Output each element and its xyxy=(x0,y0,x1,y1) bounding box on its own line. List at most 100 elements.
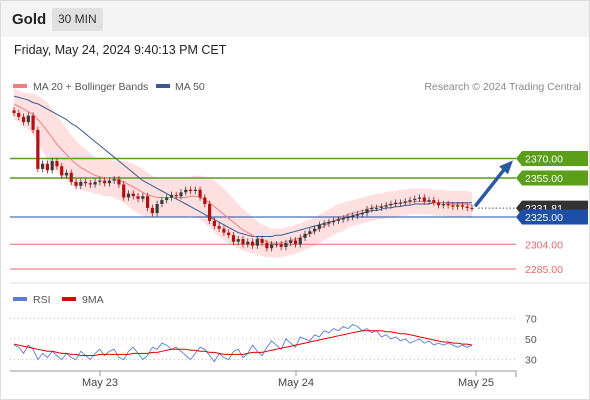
legend-label-ma20: MA 20 + Bollinger Bands xyxy=(33,81,148,93)
candle-body xyxy=(88,183,92,185)
timeframe-badge[interactable]: 30 MIN xyxy=(52,8,103,31)
candle-body xyxy=(208,204,212,221)
legend-swatch-ma50 xyxy=(156,84,170,88)
forecast-arrow-shaft xyxy=(474,166,507,207)
candle-body xyxy=(284,243,288,247)
candle-body xyxy=(465,206,469,208)
x-tick-label-1: May 24 xyxy=(278,377,314,389)
level-label-3: 2325.00 xyxy=(525,212,563,224)
candle-body xyxy=(184,189,188,193)
candle-body xyxy=(279,244,283,247)
chart-datetime: Friday, May 24, 2024 9:40:13 PM CET xyxy=(14,43,227,57)
candle-body xyxy=(351,215,355,217)
candle-body xyxy=(69,172,73,182)
candle-body xyxy=(55,161,59,167)
candle-body xyxy=(79,181,83,186)
level-label-4: 2304.00 xyxy=(525,239,563,251)
candle-body xyxy=(222,228,226,233)
candle-body xyxy=(50,161,54,171)
candle-body xyxy=(341,218,345,220)
candle-body xyxy=(322,223,326,225)
candle-body xyxy=(45,163,49,171)
candle-body xyxy=(379,206,383,208)
forecast-arrow xyxy=(474,160,513,207)
x-axis: May 23 May 24 May 25 xyxy=(82,371,494,389)
candle-body xyxy=(370,207,374,210)
candle-body xyxy=(122,184,126,198)
candle-body xyxy=(360,213,364,215)
candle-body xyxy=(422,197,426,202)
candle-body xyxy=(41,163,45,169)
legend-rsi: RSI 9MA xyxy=(13,294,104,306)
candle-body xyxy=(179,192,183,197)
candle-body xyxy=(470,207,474,209)
candle-body xyxy=(169,194,174,198)
candle-body xyxy=(227,232,231,236)
candle-body xyxy=(332,220,336,223)
candle-body xyxy=(231,235,236,242)
rsi-panel: 70 50 30 xyxy=(10,313,537,367)
level-labels: 2370.002355.002331.812325.002304.002285.… xyxy=(516,151,588,276)
candle-body xyxy=(141,196,145,199)
level-label-bg-1 xyxy=(516,170,588,186)
candle-body xyxy=(427,200,431,202)
candle-body xyxy=(303,233,307,238)
candle-body xyxy=(74,181,78,186)
rsi-level-label-70: 70 xyxy=(525,313,537,325)
candle-body xyxy=(203,197,207,204)
candle-body xyxy=(460,205,465,207)
level-label-5: 2285.00 xyxy=(525,264,563,276)
legend-label-rsi: RSI xyxy=(33,294,51,306)
candle-body xyxy=(403,201,407,203)
candle-body xyxy=(293,240,298,245)
candle-body xyxy=(212,220,216,227)
candle-body xyxy=(136,196,140,199)
candle-body xyxy=(374,207,379,209)
candle-body xyxy=(250,241,255,246)
candle-body xyxy=(188,189,193,191)
legend-label-9ma: 9MA xyxy=(82,294,104,306)
credit-text: Research © 2024 Trading Central xyxy=(424,81,581,93)
legend-swatch-ma20 xyxy=(13,84,27,88)
candle-body xyxy=(413,198,417,201)
candle-body xyxy=(346,217,350,219)
candle-body xyxy=(265,243,269,249)
level-label-bg-0 xyxy=(516,151,588,166)
candle-body xyxy=(155,204,159,214)
candle-body xyxy=(241,239,245,245)
candle-body xyxy=(255,239,259,246)
candle-body xyxy=(298,237,302,245)
candle-body xyxy=(31,115,35,130)
candle-body xyxy=(437,202,441,206)
legend-main: MA 20 + Bollinger Bands MA 50 Research ©… xyxy=(13,81,581,93)
candle-body xyxy=(12,110,16,113)
candle-body xyxy=(98,180,102,182)
candle-body xyxy=(26,115,30,123)
candle-body xyxy=(441,204,445,206)
candle-body xyxy=(289,240,293,243)
candle-body xyxy=(21,116,26,123)
candle-body xyxy=(327,222,331,224)
bollinger-band-area xyxy=(14,88,472,258)
candle-body xyxy=(260,239,264,243)
candle-body xyxy=(456,205,460,207)
candle-body xyxy=(198,189,202,198)
candle-body xyxy=(308,231,312,234)
instrument-title: Gold xyxy=(12,11,47,28)
candle-body xyxy=(107,180,112,184)
candle-body xyxy=(112,179,116,181)
candle-body xyxy=(60,166,64,176)
candle-body xyxy=(126,193,131,198)
candle-body xyxy=(246,241,250,245)
candle-body xyxy=(365,209,369,214)
candle-body xyxy=(451,205,455,207)
level-label-1: 2355.00 xyxy=(525,173,563,185)
candle-body xyxy=(103,180,107,184)
candle-body xyxy=(408,200,412,202)
candle-body xyxy=(17,113,21,117)
candle-body xyxy=(389,204,393,206)
candle-body xyxy=(417,197,422,199)
x-tick-label-0: May 23 xyxy=(82,377,118,389)
candle-body xyxy=(165,197,169,201)
